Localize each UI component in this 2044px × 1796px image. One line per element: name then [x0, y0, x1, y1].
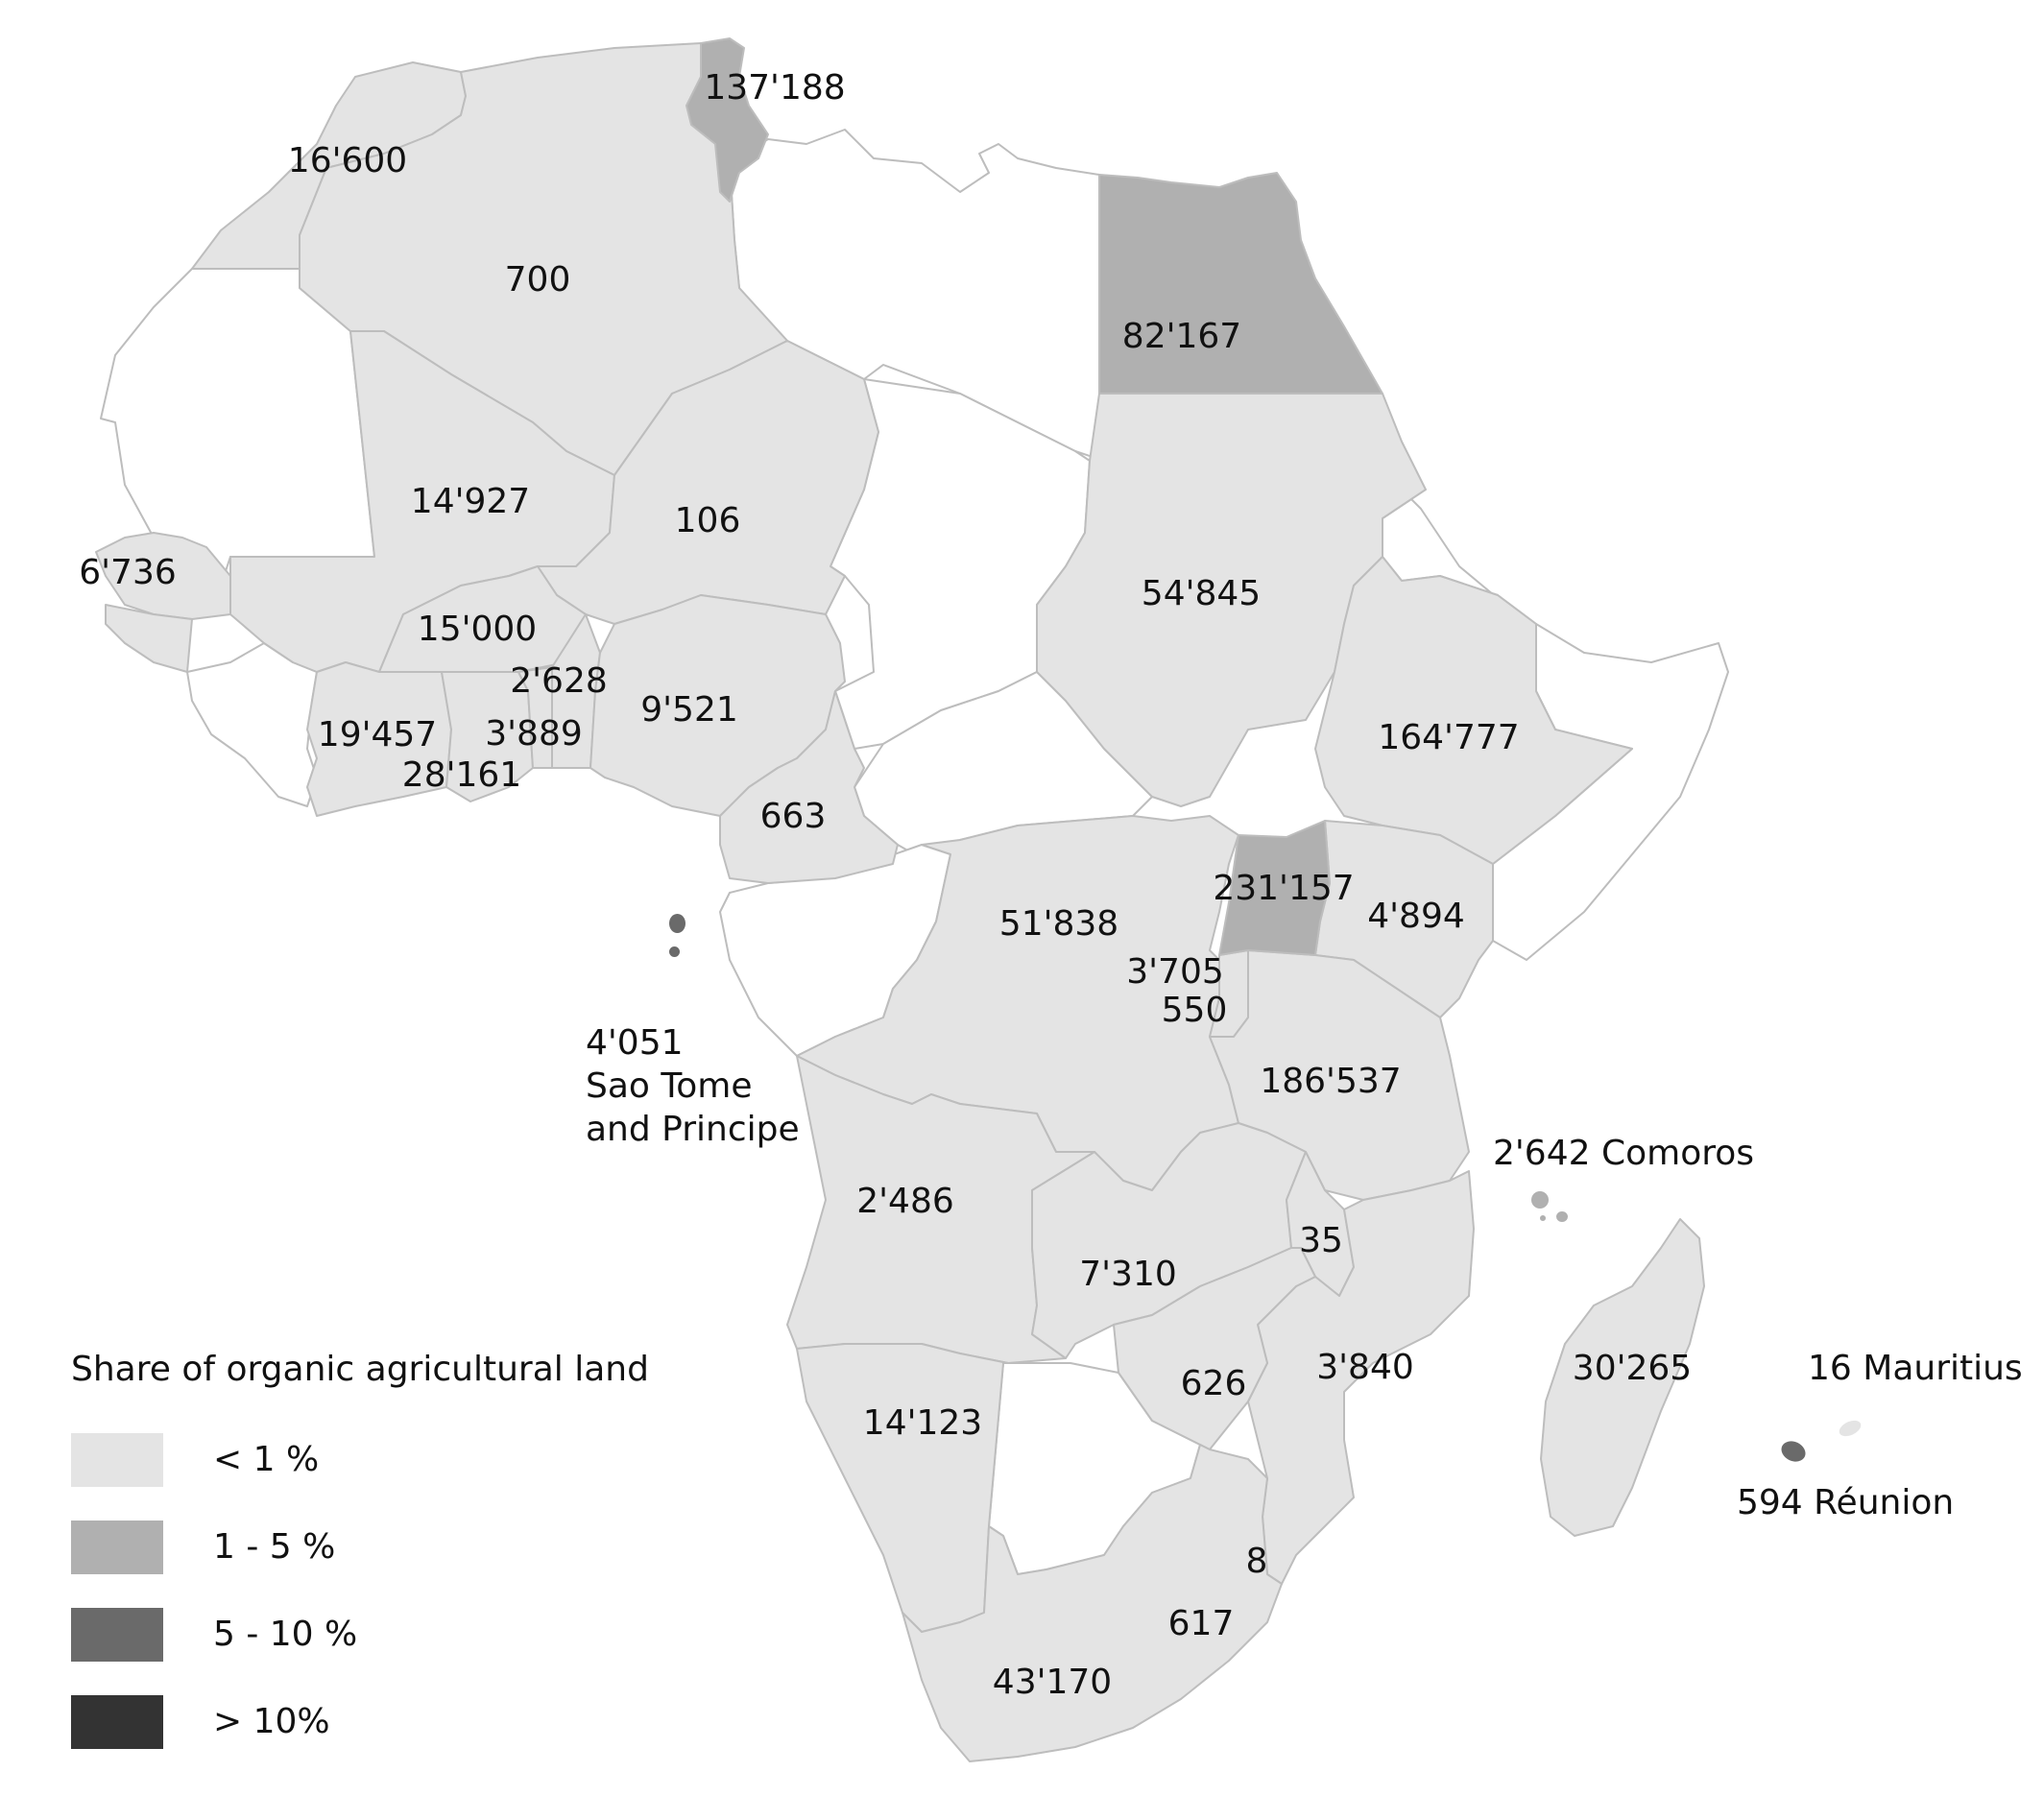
- label-senegal: 6'736: [79, 553, 177, 592]
- label-burundi: 550: [1161, 991, 1228, 1030]
- sao-tome-island-dot: [669, 914, 685, 933]
- label-tunisia: 137'188: [704, 68, 846, 108]
- legend-item: < 1 %: [71, 1433, 647, 1487]
- label-rwanda: 3'705: [1126, 952, 1224, 992]
- label-sao-tome: 4'051 Sao Tome and Principe: [586, 1021, 800, 1151]
- label-drc: 51'838: [998, 904, 1119, 944]
- label-ethiopia: 164'777: [1378, 718, 1520, 757]
- label-algeria: 700: [504, 260, 571, 299]
- region-togo: [517, 666, 553, 769]
- legend-label: 5 - 10 %: [213, 1615, 358, 1654]
- legend-swatch: [71, 1521, 163, 1574]
- region-egypt: [1098, 172, 1383, 395]
- label-lesotho: 617: [1167, 1604, 1235, 1643]
- legend-swatch: [71, 1695, 163, 1749]
- label-sao-tome-name-2: and Principe: [586, 1110, 800, 1149]
- label-benin: 3'889: [485, 714, 583, 754]
- region-south-africa: [902, 1444, 1283, 1762]
- legend-label: < 1 %: [213, 1440, 320, 1479]
- region-cote-divoire: [306, 661, 452, 817]
- label-uganda: 231'157: [1213, 869, 1355, 908]
- label-comoros: 2'642 Comoros: [1493, 1134, 1755, 1173]
- region-namibia: [796, 1343, 1009, 1633]
- region-egypt-south-placeholder: [1036, 393, 1427, 807]
- map-legend: Share of organic agricultural land < 1 %…: [69, 1349, 664, 1771]
- label-sao-tome-name-1: Sao Tome: [586, 1066, 753, 1106]
- label-malawi: 35: [1299, 1221, 1343, 1260]
- region-senegal-gambia: [95, 532, 231, 620]
- label-south-africa: 43'170: [992, 1663, 1113, 1702]
- principe-island-dot: [669, 946, 680, 957]
- legend-swatch: [71, 1608, 163, 1662]
- label-sao-tome-value: 4'051: [586, 1023, 684, 1063]
- label-mali: 14'927: [410, 482, 531, 521]
- label-cote-divoire: 19'457: [317, 715, 438, 754]
- label-zimbabwe: 626: [1180, 1364, 1247, 1403]
- label-nigeria: 9'521: [640, 690, 738, 730]
- label-niger: 106: [674, 501, 741, 540]
- label-namibia: 14'123: [862, 1403, 983, 1443]
- legend-item: 5 - 10 %: [71, 1608, 647, 1662]
- label-togo: 2'628: [510, 661, 608, 701]
- label-burkina-faso: 15'000: [417, 610, 538, 649]
- label-morocco: 16'600: [287, 141, 408, 180]
- region-madagascar: [1540, 1218, 1705, 1537]
- region-nigeria: [589, 594, 846, 817]
- legend-title: Share of organic agricultural land: [71, 1350, 649, 1389]
- label-madagascar: 30'265: [1572, 1349, 1693, 1388]
- region-guinea-bissau: [105, 604, 193, 673]
- label-kenya: 4'894: [1367, 897, 1465, 936]
- label-swaziland: 8: [1245, 1542, 1268, 1581]
- region-tunisia: [685, 37, 769, 203]
- label-ghana: 28'161: [401, 755, 522, 795]
- label-tanzania: 186'537: [1260, 1062, 1402, 1101]
- label-angola: 2'486: [856, 1182, 954, 1221]
- label-reunion: 594 Réunion: [1737, 1483, 1955, 1522]
- label-mauritius: 16 Mauritius: [1808, 1349, 2023, 1388]
- legend-label: 1 - 5 %: [213, 1527, 336, 1567]
- legend-item: > 10%: [71, 1695, 647, 1749]
- label-sudan: 54'845: [1141, 574, 1262, 613]
- comoros-island-dot-3: [1556, 1211, 1568, 1222]
- comoros-island-dot-1: [1531, 1191, 1549, 1209]
- region-zimbabwe: [1113, 1247, 1316, 1450]
- region-cameroon: [719, 690, 899, 884]
- comoros-island-dot-2: [1540, 1215, 1546, 1221]
- legend-swatch: [71, 1433, 163, 1487]
- label-zambia: 7'310: [1079, 1255, 1177, 1294]
- region-guinea-sierra-leone-liberia: [186, 642, 318, 807]
- label-cameroon: 663: [759, 797, 827, 836]
- legend-item: 1 - 5 %: [71, 1521, 647, 1574]
- region-uganda: [1218, 820, 1331, 956]
- label-egypt: 82'167: [1121, 317, 1242, 356]
- label-mozambique: 3'840: [1316, 1348, 1414, 1387]
- legend-label: > 10%: [213, 1702, 330, 1741]
